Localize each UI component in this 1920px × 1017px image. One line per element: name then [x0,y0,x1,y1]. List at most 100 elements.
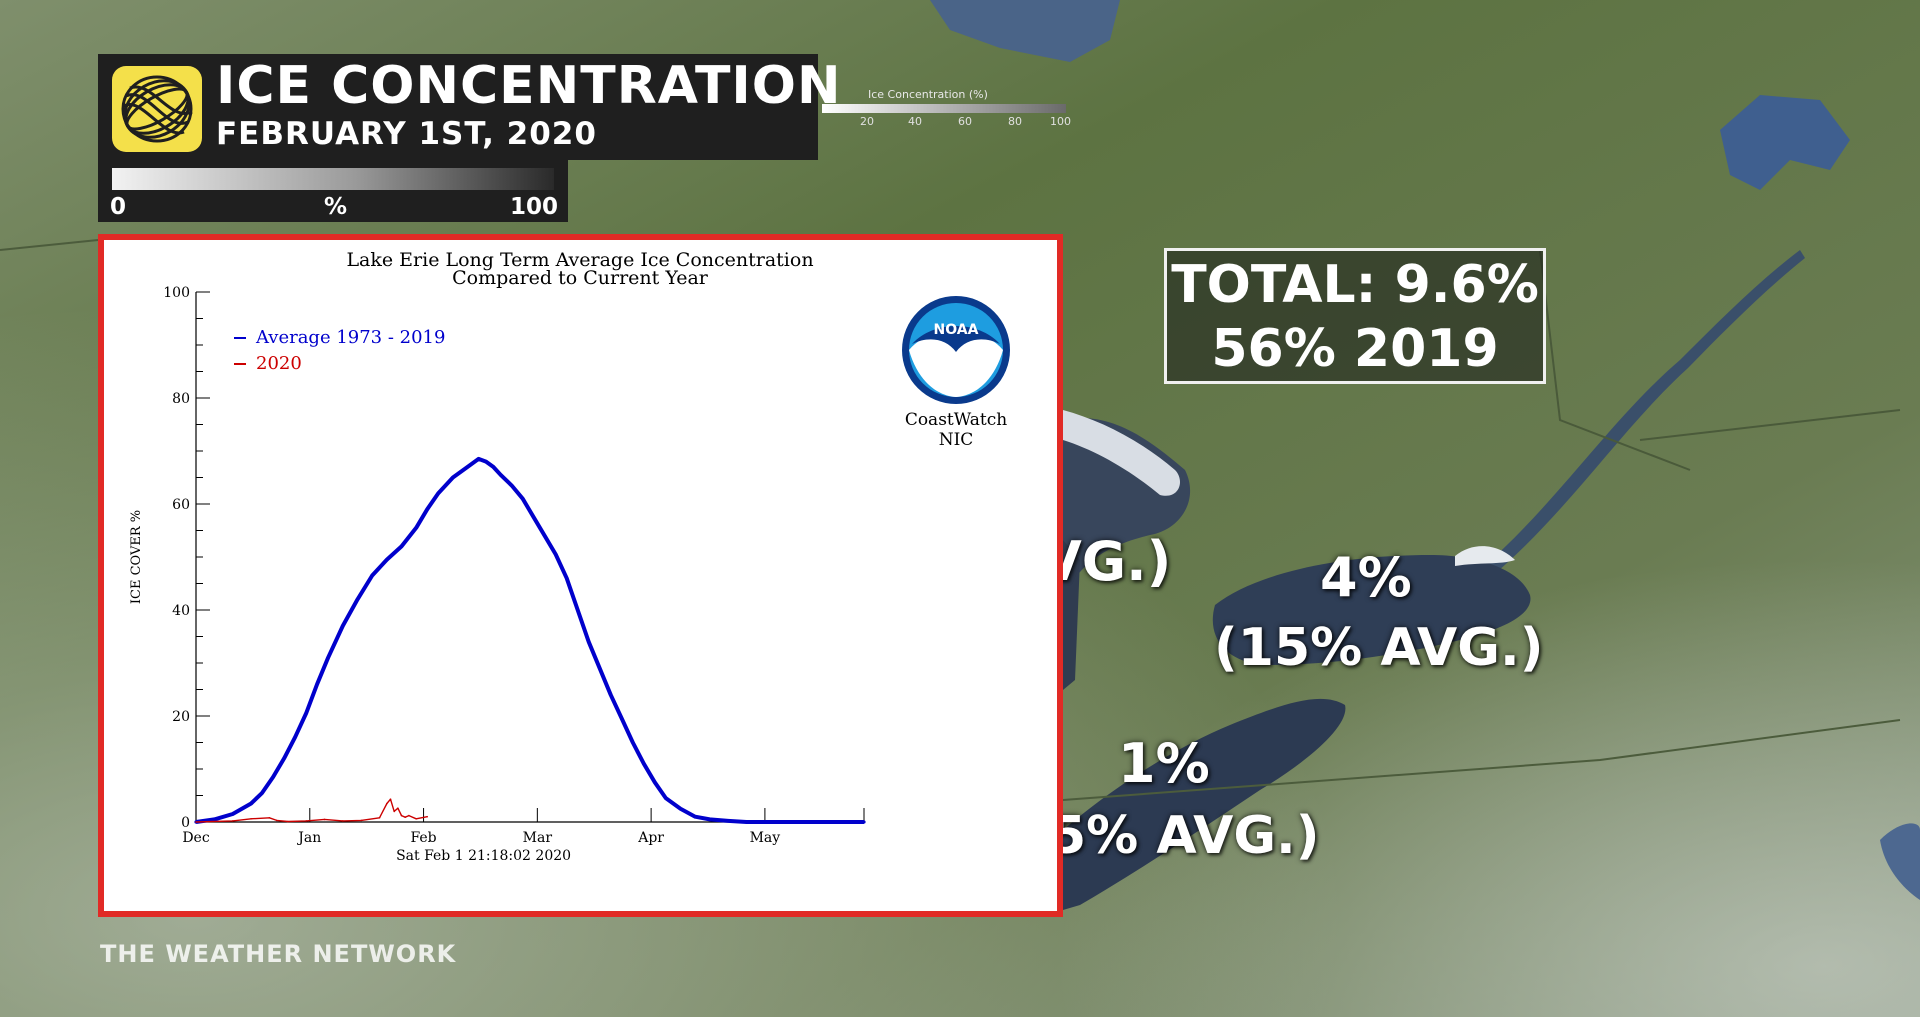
current-year-series-point [305,820,307,822]
average-series-point [260,791,264,795]
average-series-point [212,817,216,822]
page-subtitle: FEBRUARY 1ST, 2020 [216,116,597,152]
map-scale-title: Ice Concentration (%) [868,88,988,101]
x-axis-label: Sat Feb 1 21:18:02 2020 [396,848,571,864]
map-scale-gradient [822,104,1066,113]
scale-max-label: 100 [510,194,559,220]
average-series-point [315,682,319,686]
lake-ontario-value: 4% [1320,546,1412,609]
ice-percent-scale: 0 % 100 [98,160,568,222]
average-series-point [477,457,481,461]
ice-concentration-chart: Lake Erie Long Term Average Ice Concentr… [129,249,1010,864]
average-series-point [293,735,297,739]
average-series-point [499,473,503,477]
average-series-point [484,460,488,464]
current-year-series-point [408,814,410,817]
average-series-point [693,815,697,819]
y-tick-label: 100 [163,285,190,301]
current-year-series-point [275,819,278,822]
average-series-point [425,507,429,511]
legend-label: 2020 [256,353,302,374]
y-tick-label: 0 [181,815,190,831]
average-series-point [510,483,514,487]
title-banner: ICE CONCENTRATION FEBRUARY 1ST, 2020 [98,54,841,160]
x-tick-label: Mar [523,830,553,846]
lake-erie-average: 5% AVG.) [1050,806,1320,866]
noaa-logo-text: NOAA [934,322,979,338]
x-tick-label: Jan [296,830,321,846]
y-axis-label: ICE COVER % [129,510,144,604]
average-series-point [678,807,683,811]
current-year-series-point [426,815,429,818]
map-scale-tick: 100 [1050,115,1071,128]
noaa-caption-line1: CoastWatch [905,410,1007,430]
scale-min-label: 0 [110,194,127,220]
georgian-bay-shape [1063,540,1080,690]
current-year-series-point [287,820,289,823]
average-series-point [282,756,286,761]
current-year-series-point [231,820,234,822]
current-year-series-point [268,817,271,819]
chart-subtitle: Compared to Current Year [452,267,709,289]
average-series-point [451,475,455,480]
map-scale-tick: 40 [908,115,922,128]
current-year-series-point [389,798,392,800]
average-series-point [414,526,418,530]
current-year-series-point [323,818,326,821]
average-series-point [370,573,374,578]
lake-ontario-shape [1212,555,1531,665]
current-year-series-point [378,817,381,819]
y-tick-label: 40 [172,603,190,619]
current-year-series-point [342,820,344,822]
current-year-series-point [250,818,252,820]
map-concentration-scale: Ice Concentration (%) 20 40 60 80 100 [818,88,1071,136]
average-series-line [195,456,864,824]
x-tick-label: May [750,830,781,846]
average-series-point [587,640,591,644]
x-tick-label: Dec [182,830,210,846]
average-series-point [664,796,668,800]
average-series-point [598,666,602,670]
average-series-point [532,515,536,519]
y-tick-label: 20 [172,709,190,725]
average-series-point [304,711,308,715]
average-series-point [726,819,730,823]
average-series-point [744,820,749,824]
average-series-point [576,608,580,612]
lake-superior-shape [930,0,1120,62]
average-series-point [862,820,866,824]
current-year-series-line [195,798,428,823]
y-tick-label: 80 [172,391,190,407]
current-year-series-point [397,807,399,809]
weather-network-logo-icon [112,66,202,152]
current-year-series-point [400,814,403,817]
current-year-series-point [195,821,197,823]
average-series-point [763,820,767,824]
total-ice-box: TOTAL: 9.6% 56% 2019 [1164,248,1546,384]
lake-erie-shape [1063,698,1346,910]
scale-unit-label: % [324,194,348,220]
lake-ontario-average: (15% AVG.) [1214,618,1544,678]
average-series-point [708,817,712,822]
current-year-series-point [386,802,388,805]
current-year-series-point [393,810,396,813]
average-series-point [521,497,525,501]
average-series-point [653,780,657,784]
scale-gradient [112,168,554,190]
average-series-point [231,812,235,816]
chart-title: Lake Erie Long Term Average Ice Concentr… [346,249,813,271]
x-tick-label: Apr [637,830,664,846]
average-series-point [631,740,635,745]
average-series-point [249,801,253,806]
average-series-point [436,491,440,495]
average-series-point [271,775,275,779]
average-series-point [642,762,646,766]
map-scale-tick: 60 [958,115,972,128]
average-series-point [326,656,330,660]
lake-huron-ice [1063,410,1180,496]
page-title: ICE CONCENTRATION [216,56,842,116]
chart-frame: Lake Erie Long Term Average Ice Concentr… [98,234,1063,917]
lake-erie-value: 1% [1118,732,1210,795]
total-ice-value: TOTAL: 9.6% [1171,255,1539,315]
x-tick-label: Feb [410,830,436,846]
